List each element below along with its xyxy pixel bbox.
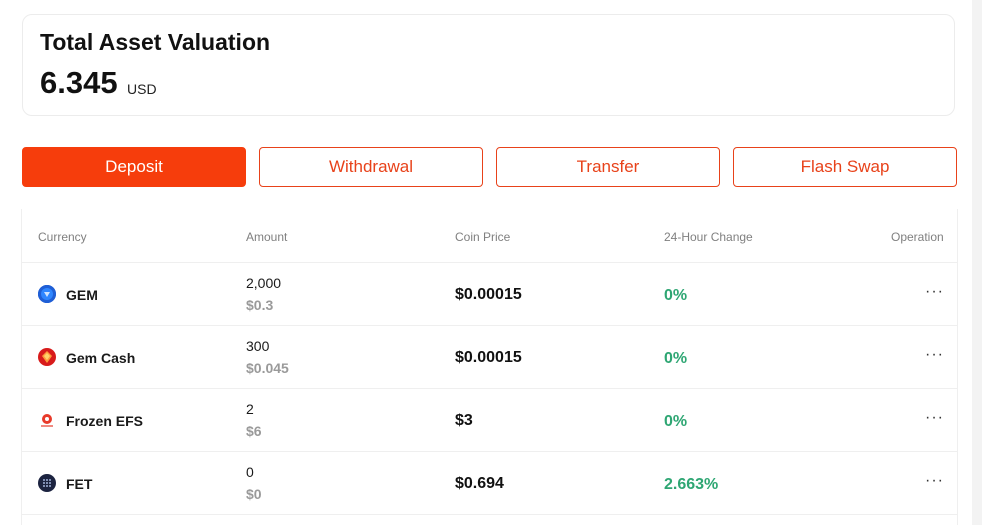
withdrawal-button[interactable]: Withdrawal	[259, 147, 483, 187]
coin-price: $0.00015	[455, 349, 522, 366]
amount-usd: $0	[246, 486, 262, 502]
amount-usd: $6	[246, 423, 262, 439]
currency-name: Frozen EFS	[66, 413, 144, 429]
asset-summary-card: Total Asset Valuation 6.345 USD	[22, 14, 955, 116]
amount-usd: $0.045	[246, 360, 289, 376]
more-options-icon[interactable]: ···	[925, 472, 944, 489]
more-options-icon[interactable]: ···	[925, 409, 944, 426]
fet-coin-icon	[38, 474, 56, 492]
table-row: Gem Cash 300 $0.045 $0.00015 0% ···	[22, 326, 957, 389]
more-options-icon[interactable]: ···	[925, 283, 944, 300]
amount: 2,000	[246, 275, 282, 291]
currency-name: GEM	[66, 287, 98, 303]
flash-swap-button[interactable]: Flash Swap	[733, 147, 957, 187]
assets-table: Currency Amount Coin Price 24-Hour Chang…	[21, 209, 958, 525]
total-valuation: 6.345	[40, 65, 118, 100]
header-operation: Operation	[891, 230, 944, 244]
gem-cash-coin-icon	[38, 348, 56, 366]
deposit-button[interactable]: Deposit	[22, 147, 246, 187]
coin-price: $0.694	[455, 475, 504, 492]
24h-change: 0%	[664, 287, 688, 304]
coin-price: $0.00015	[455, 286, 522, 303]
valuation-unit: USD	[127, 81, 157, 97]
amount-usd: $0.3	[246, 297, 274, 313]
summary-title: Total Asset Valuation	[40, 29, 271, 55]
amount: 0	[246, 464, 254, 480]
more-options-icon[interactable]: ···	[925, 346, 944, 363]
amount: 2	[246, 401, 254, 417]
amount: 300	[246, 338, 270, 354]
table-header: Currency Amount Coin Price 24-Hour Chang…	[22, 209, 957, 263]
24h-change: 0%	[664, 413, 688, 430]
table-row: Frozen EFS 2 $6 $3 0% ···	[22, 389, 957, 452]
table-row: GEM 2,000 $0.3 $0.00015 0% ···	[22, 263, 957, 326]
table-row: FET 0 $0 $0.694 2.663% ···	[22, 452, 957, 515]
24h-change: 0%	[664, 350, 688, 367]
header-coin-price: Coin Price	[455, 230, 511, 244]
24h-change: 2.663%	[664, 476, 719, 493]
currency-name: FET	[66, 476, 93, 492]
currency-name: Gem Cash	[66, 350, 136, 366]
header-amount: Amount	[246, 230, 288, 244]
transfer-button[interactable]: Transfer	[496, 147, 720, 187]
header-currency: Currency	[38, 230, 87, 244]
header-24h-change: 24-Hour Change	[664, 230, 753, 244]
frozen-efs-coin-icon	[38, 411, 56, 429]
gem-coin-icon	[38, 285, 56, 303]
coin-price: $3	[455, 412, 473, 429]
